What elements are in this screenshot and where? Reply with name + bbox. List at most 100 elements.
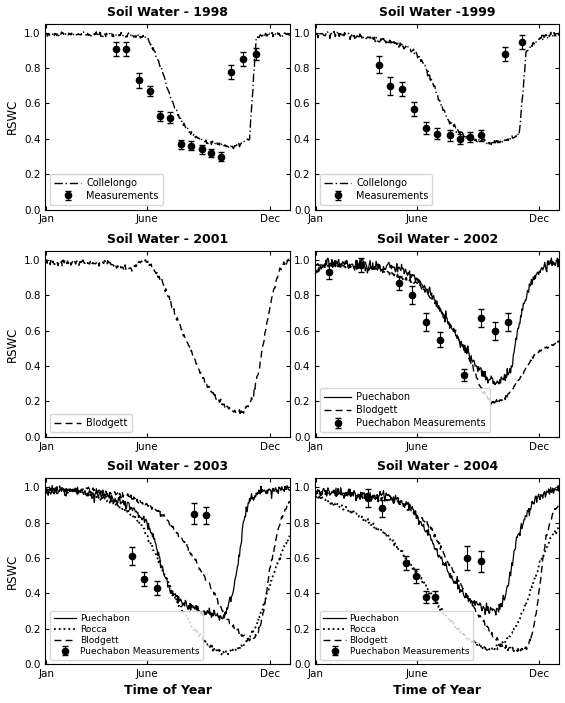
- Blodgett: [94, 259, 101, 268]
- Line: Puechabon: Puechabon: [316, 486, 559, 615]
- Rocca: [410, 563, 417, 572]
- X-axis label: Time of Year: Time of Year: [393, 685, 481, 697]
- Puechabon: [410, 271, 416, 280]
- Collelongo: [364, 33, 371, 41]
- Blodgett: [312, 491, 319, 499]
- Collelongo: [93, 27, 99, 36]
- Blodgett: [141, 499, 147, 508]
- Puechabon: [554, 254, 561, 262]
- Puechabon: [43, 489, 50, 497]
- Legend: Collelongo, Measurements: Collelongo, Measurements: [50, 174, 163, 205]
- Blodgett: [140, 259, 146, 267]
- Blodgett: [312, 261, 319, 269]
- Y-axis label: RSWC: RSWC: [6, 326, 19, 361]
- Puechabon: [556, 260, 563, 269]
- Title: Soil Water - 2004: Soil Water - 2004: [377, 460, 498, 473]
- Blodgett: [43, 259, 50, 268]
- Puechabon: [141, 512, 147, 520]
- Line: Blodgett: Blodgett: [46, 259, 290, 413]
- Blodgett: [488, 400, 494, 408]
- Puechabon: [522, 296, 529, 304]
- Blodgett: [556, 499, 563, 508]
- Rocca: [110, 501, 117, 509]
- Collelongo: [546, 32, 553, 41]
- Collelongo: [286, 32, 293, 40]
- Rocca: [141, 524, 147, 533]
- Rocca: [364, 515, 371, 523]
- Rocca: [523, 601, 529, 610]
- Puechabon: [411, 510, 418, 519]
- Puechabon: [95, 493, 102, 501]
- Blodgett: [286, 256, 293, 264]
- Y-axis label: RSWC: RSWC: [6, 99, 19, 134]
- Rocca: [380, 529, 387, 537]
- Blodgett: [43, 486, 50, 495]
- Title: Soil Water -1999: Soil Water -1999: [379, 6, 496, 18]
- Puechabon: [286, 486, 293, 495]
- Line: Collelongo: Collelongo: [316, 31, 559, 145]
- Blodgett: [523, 363, 529, 372]
- Blodgett: [141, 258, 148, 266]
- Line: Blodgett: Blodgett: [316, 264, 559, 404]
- Legend: Puechabon, Blodgett, Puechabon Measurements: Puechabon, Blodgett, Puechabon Measureme…: [320, 388, 489, 432]
- Rocca: [315, 491, 321, 500]
- Line: Puechabon: Puechabon: [316, 258, 559, 385]
- Collelongo: [410, 45, 417, 53]
- Blodgett: [516, 648, 523, 657]
- Collelongo: [380, 34, 387, 43]
- Puechabon: [142, 516, 149, 524]
- Rocca: [482, 646, 489, 654]
- Rocca: [49, 484, 55, 492]
- Collelongo: [230, 144, 237, 153]
- Rocca: [253, 622, 260, 631]
- Legend: Puechabon, Rocca, Blodgett, Puechabon Measurements: Puechabon, Rocca, Blodgett, Puechabon Me…: [320, 611, 473, 659]
- Blodgett: [523, 643, 529, 651]
- Collelongo: [141, 34, 147, 43]
- Collelongo: [556, 28, 563, 37]
- Blodgett: [142, 501, 149, 509]
- Title: Soil Water - 2001: Soil Water - 2001: [107, 233, 228, 246]
- Blodgett: [276, 522, 283, 530]
- Line: Puechabon: Puechabon: [46, 485, 290, 620]
- Blodgett: [95, 486, 102, 495]
- X-axis label: Time of Year: Time of Year: [124, 685, 211, 697]
- Puechabon: [216, 616, 223, 624]
- Collelongo: [142, 33, 149, 41]
- Collelongo: [490, 141, 497, 149]
- Blodgett: [546, 342, 553, 351]
- Puechabon: [411, 271, 418, 279]
- Line: Rocca: Rocca: [46, 488, 290, 654]
- Collelongo: [43, 29, 50, 37]
- Puechabon: [545, 261, 552, 269]
- Puechabon: [555, 482, 562, 490]
- Blodgett: [380, 267, 387, 276]
- Collelongo: [334, 27, 341, 35]
- Puechabon: [312, 269, 319, 277]
- Blodgett: [276, 269, 282, 277]
- Title: Soil Water - 1998: Soil Water - 1998: [107, 6, 228, 18]
- Blodgett: [252, 379, 259, 387]
- Blodgett: [411, 278, 418, 286]
- Blodgett: [286, 498, 293, 507]
- Puechabon: [380, 490, 386, 498]
- Puechabon: [364, 489, 371, 498]
- Puechabon: [410, 505, 416, 514]
- Line: Rocca: Rocca: [316, 496, 559, 650]
- Blodgett: [364, 494, 371, 503]
- Collelongo: [411, 47, 418, 56]
- Collelongo: [276, 30, 283, 39]
- Puechabon: [492, 380, 498, 389]
- Collelongo: [523, 48, 529, 56]
- Title: Soil Water - 2003: Soil Water - 2003: [107, 460, 228, 473]
- Collelongo: [110, 32, 117, 41]
- Legend: Puechabon, Rocca, Blodgett, Puechabon Measurements: Puechabon, Rocca, Blodgett, Puechabon Me…: [50, 611, 203, 659]
- Blodgett: [337, 486, 344, 495]
- Legend: Collelongo, Measurements: Collelongo, Measurements: [320, 174, 432, 205]
- Blodgett: [546, 520, 553, 529]
- Blodgett: [253, 632, 260, 640]
- Blodgett: [246, 636, 253, 645]
- Puechabon: [253, 489, 260, 497]
- Puechabon: [545, 484, 552, 493]
- Blodgett: [56, 482, 63, 490]
- Collelongo: [95, 32, 102, 40]
